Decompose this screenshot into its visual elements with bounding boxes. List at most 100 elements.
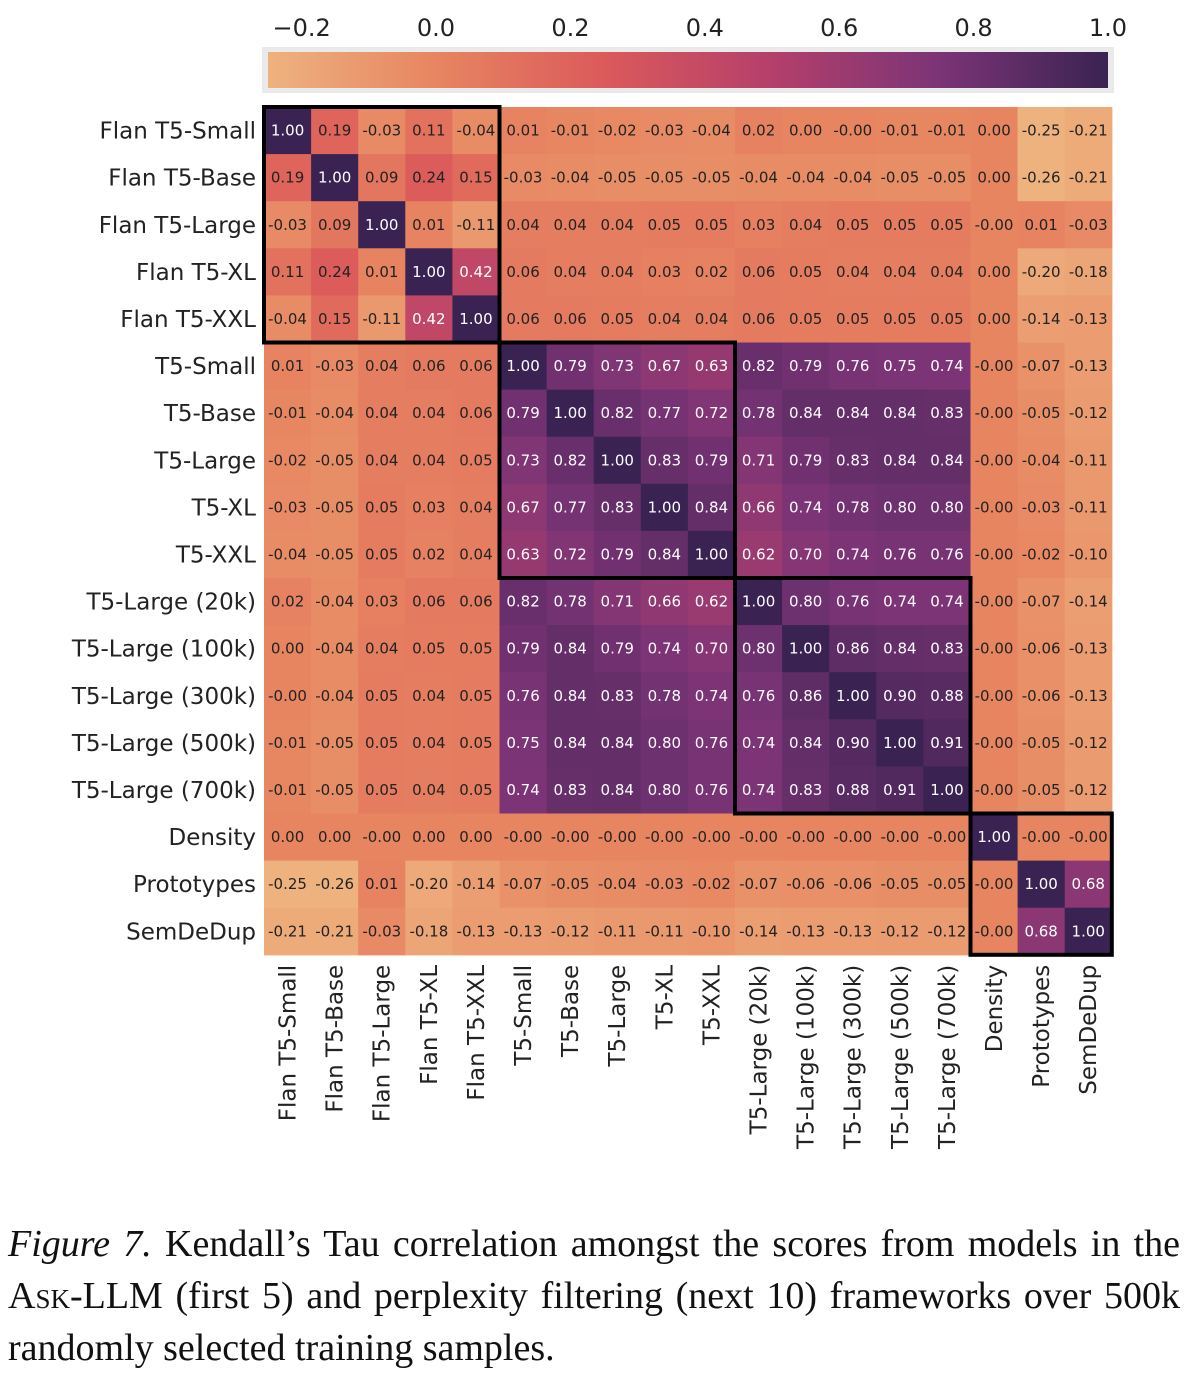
cell-value-label: 0.79 [789,357,822,375]
cell-value-label: 0.91 [883,781,916,799]
row-label: T5-Base [163,401,256,427]
heatmap-cell [782,342,830,391]
cell-value-label: -0.25 [268,875,307,893]
column-label: T5-Large [605,965,631,1068]
heatmap-cell [593,530,642,579]
cell-value-label: -0.01 [551,122,590,140]
heatmap-cell [593,154,642,202]
heatmap-cell [687,389,736,438]
cell-value-label: 0.79 [553,357,586,375]
column-label: SemDeDup [1076,965,1102,1095]
heatmap-cell [1017,625,1066,673]
heatmap-cell [311,578,359,626]
heatmap-cell [593,719,642,767]
cell-value-label: 0.06 [742,310,775,328]
heatmap-cell [311,436,359,485]
cell-value-label: 0.83 [836,451,869,469]
heatmap-cell [358,813,406,862]
cell-value-label: -0.04 [739,169,778,187]
cell-value-label: -0.00 [1022,828,1061,846]
cell-value-label: 0.84 [883,404,916,422]
cell-value-label: 0.86 [789,687,822,705]
heatmap-cell [640,483,689,532]
cell-value-label: 0.88 [836,781,869,799]
heatmap-cell [593,625,642,673]
cell-value-label: -0.04 [551,169,590,187]
heatmap-cell [640,907,689,956]
colorbar-tick-label: 0.4 [686,14,724,42]
heatmap-cell [1064,860,1113,909]
heatmap-cell [311,530,359,579]
heatmap-cell [782,719,830,767]
cell-value-label: -0.05 [692,169,731,187]
heatmap-cell [829,625,877,673]
heatmap-cell [640,813,689,862]
cell-value-label: 1.00 [742,593,775,611]
heatmap-cell [499,719,548,767]
heatmap-cell [735,625,783,673]
heatmap-cell [405,248,453,296]
row-label: Flan T5-Small [100,119,256,145]
heatmap-cell [264,578,312,626]
heatmap-cell [499,389,548,438]
heatmap-cell [405,766,453,815]
heatmap-cell [499,860,548,909]
cell-value-label: 0.74 [930,357,963,375]
heatmap-cell [923,625,972,673]
cell-value-label: -0.00 [975,687,1014,705]
row-label: T5-Small [154,354,256,380]
heatmap-cell [264,342,312,391]
cell-value-label: 0.05 [601,310,634,328]
cell-value-label: -0.00 [975,781,1014,799]
heatmap-cell [876,248,924,296]
column-label: Flan T5-XXL [464,965,490,1101]
cell-value-label: 0.80 [883,498,916,516]
heatmap-cell [452,201,501,249]
heatmap-cell [1017,107,1066,155]
cell-value-label: 1.00 [1024,875,1057,893]
heatmap-cell [923,248,972,296]
cell-value-label: -0.04 [315,640,354,658]
heatmap-cell [782,154,830,202]
cell-value-label: -0.11 [1069,498,1108,516]
cell-value-label: -0.00 [362,828,401,846]
cell-value-label: 0.78 [648,687,681,705]
heatmap-cell [546,766,595,815]
cell-value-label: 0.04 [412,404,445,422]
heatmap-cell [687,625,736,673]
cell-value-label: 0.82 [553,451,586,469]
heatmap-cell [782,248,830,296]
heatmap-cell [264,719,312,767]
cell-value-label: 0.05 [459,451,492,469]
heatmap-cell [311,154,359,202]
heatmap-cell [1017,248,1066,296]
heatmap-cell [311,295,359,344]
heatmap-cell [1064,813,1113,862]
cell-value-label: 0.80 [648,734,681,752]
heatmap-cell [829,860,877,909]
heatmap-cell [546,342,595,391]
cell-value-label: -0.11 [598,922,637,940]
heatmap-cell [687,672,736,720]
cell-value-label: 0.90 [836,734,869,752]
cell-value-label: -0.02 [692,875,731,893]
column-label: T5-Small [511,965,537,1067]
cell-value-label: 0.04 [365,640,398,658]
cell-value-label: 0.84 [553,734,586,752]
heatmap-cell [405,389,453,438]
heatmap-cell [876,295,924,344]
heatmap-cell [782,295,830,344]
heatmap-cell [405,578,453,626]
cell-value-label: 0.05 [789,310,822,328]
heatmap-cell [640,672,689,720]
heatmap-cell [311,625,359,673]
cell-value-label: 0.04 [412,687,445,705]
heatmap-cell [735,389,783,438]
heatmap-cell [1017,813,1066,862]
heatmap-cell [546,907,595,956]
heatmap-cell [970,248,1019,296]
cell-value-label: -0.00 [975,545,1014,563]
cell-value-label: 0.00 [977,263,1010,281]
cell-value-label: 0.05 [930,216,963,234]
heatmap-cell [687,766,736,815]
